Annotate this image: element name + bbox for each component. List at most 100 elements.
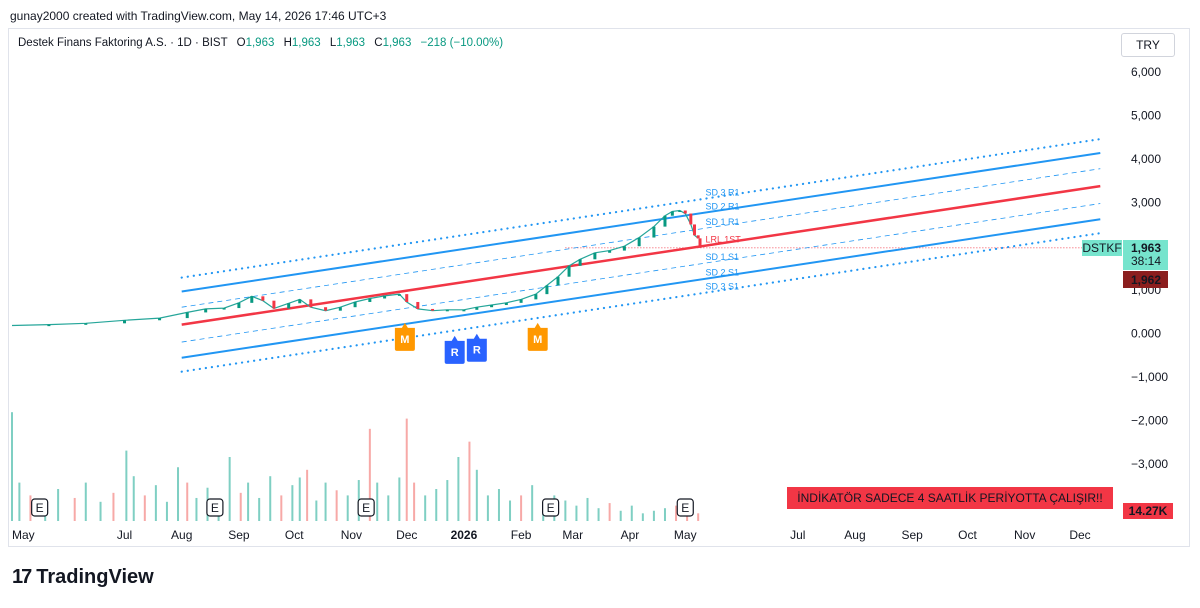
x-tick-label-17: Dec	[1069, 528, 1090, 542]
earnings-marker-3[interactable]	[542, 498, 560, 517]
volume-bar	[564, 500, 567, 521]
volume-bar	[154, 485, 157, 521]
volume-bar	[675, 505, 678, 521]
candle	[683, 210, 687, 214]
signal-marker-2[interactable]	[466, 333, 487, 362]
channel-label-5: SD 2 S1	[706, 268, 740, 278]
candle	[287, 303, 291, 309]
signal-marker-3[interactable]	[527, 322, 548, 351]
volume-bar	[457, 457, 460, 521]
volume-bar	[228, 457, 231, 521]
signal-marker-label-1: R	[451, 347, 459, 359]
candle	[47, 324, 51, 327]
earnings-marker-2[interactable]	[357, 498, 375, 517]
candle	[578, 259, 582, 266]
ohlc-high-value: 1,963	[291, 37, 321, 49]
volume-bar	[298, 477, 301, 521]
x-tick-label-13: Aug	[844, 528, 865, 542]
candle	[490, 305, 494, 308]
volume-tag	[1123, 503, 1173, 519]
channel-line-5	[181, 218, 1101, 359]
volume-bar	[84, 482, 87, 521]
x-tick-label-5: Nov	[341, 528, 362, 542]
candle	[519, 299, 523, 303]
candle	[250, 296, 254, 303]
y-tick-label-1: 5,000	[1131, 109, 1161, 123]
signal-marker-label-0: M	[400, 334, 409, 346]
channel-line-3	[181, 184, 1101, 326]
volume-bar	[186, 482, 189, 521]
volume-bar	[306, 469, 309, 521]
candle	[324, 307, 328, 311]
volume-bar	[99, 501, 102, 521]
currency-button[interactable]: TRY	[1121, 33, 1175, 57]
earnings-marker-1[interactable]	[206, 498, 224, 517]
candle	[556, 276, 560, 286]
volume-bar	[324, 482, 327, 521]
y-tick-label-6: 0.000	[1131, 326, 1161, 340]
symbol-name[interactable]: Destek Finans Faktoring A.S. · 1D · BIST	[18, 37, 228, 49]
candle	[309, 299, 313, 308]
chart-frame	[8, 28, 1190, 547]
volume-bar	[619, 510, 622, 521]
candle	[123, 320, 127, 324]
channel-line-1	[181, 152, 1101, 293]
volume-bar	[413, 482, 416, 521]
tradingview-brand[interactable]: 17 TradingView	[12, 566, 154, 589]
channel-line-2	[181, 168, 1101, 308]
ticker-tag-label: DSTKF	[1082, 241, 1121, 255]
x-tick-label-10: Apr	[621, 528, 640, 542]
candle	[383, 295, 387, 299]
volume-bar	[239, 492, 242, 521]
volume-bar	[57, 489, 60, 521]
volume-bar	[387, 495, 390, 521]
candle	[431, 308, 435, 311]
volume-bar	[73, 497, 76, 521]
volume-bar	[520, 495, 523, 521]
volume-bar	[663, 508, 666, 521]
candle	[504, 302, 508, 306]
signal-marker-1[interactable]	[444, 335, 465, 364]
candle	[272, 300, 276, 309]
volume-bar	[697, 513, 700, 521]
tradingview-logo-icon: 17	[12, 566, 32, 588]
y-tick-label-2: 4,000	[1131, 152, 1161, 166]
volume-bar	[652, 510, 655, 521]
candle	[678, 210, 682, 213]
volume-bar	[315, 500, 318, 521]
volume-bar	[269, 476, 272, 521]
y-tick-label-7: −1,000	[1131, 370, 1168, 384]
volume-tag-value: 14.27K	[1129, 504, 1168, 518]
candle	[298, 299, 302, 304]
volume-bar	[368, 428, 371, 521]
signal-marker-0[interactable]	[394, 322, 415, 351]
volume-bar	[18, 482, 21, 521]
channel-label-1: SD 2 R1	[706, 202, 740, 212]
last-price-tag	[1123, 240, 1168, 270]
volume-bar	[112, 492, 115, 521]
volume-bar	[165, 501, 168, 521]
volume-bar	[424, 495, 427, 521]
price-change: −218 (−10.00%)	[420, 37, 504, 49]
candle	[445, 309, 449, 312]
volume-bar	[143, 495, 146, 521]
volume-bar	[258, 497, 261, 521]
candle	[545, 285, 549, 295]
bar-countdown: 38:14	[1131, 254, 1161, 268]
volume-bar	[575, 505, 578, 521]
candle	[158, 318, 162, 321]
price-line	[11, 209, 699, 327]
volume-bar	[29, 495, 32, 521]
volume-bar	[398, 477, 401, 521]
earnings-marker-0[interactable]	[31, 498, 49, 517]
ohlc-low-value: 1,963	[336, 37, 366, 49]
earnings-marker-4[interactable]	[676, 498, 694, 517]
candle	[338, 307, 342, 311]
volume-bar	[376, 482, 379, 521]
volume-bar	[177, 467, 180, 521]
volume-bar	[509, 500, 512, 521]
indicator-notice-box	[787, 487, 1113, 509]
channel-line-6	[180, 232, 1102, 373]
volume-bar	[435, 489, 438, 521]
